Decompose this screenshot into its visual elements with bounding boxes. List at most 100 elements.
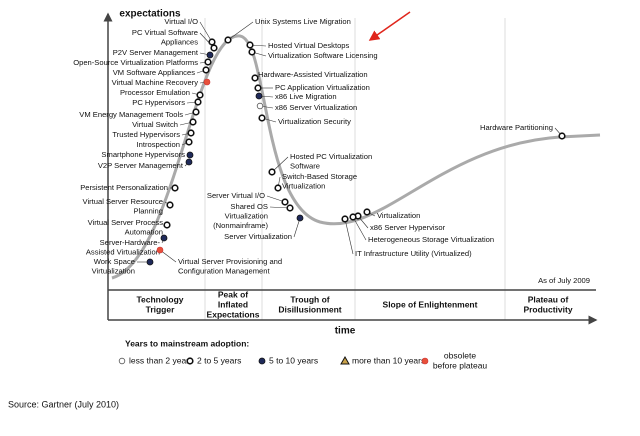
- technology-label: Appliances: [161, 38, 198, 47]
- leader-line: [271, 156, 289, 173]
- technology-label: P2V Server Management: [113, 48, 199, 57]
- marker: [255, 92, 263, 100]
- highlight-arrow: [368, 11, 411, 41]
- marker: [268, 168, 276, 176]
- marker: [203, 78, 211, 86]
- phase-label: Technology: [136, 294, 183, 304]
- technology-label: Server Virtual I/O: [207, 191, 265, 200]
- marker: [208, 38, 216, 46]
- legend-label: less than 2 years: [129, 355, 193, 365]
- legend-label: before plateau: [433, 360, 488, 370]
- technology-label: Virtualization: [282, 182, 325, 191]
- technology-label: VM Software Appliances: [113, 68, 196, 77]
- as-of: As of July 2009: [538, 276, 590, 285]
- marker: [251, 74, 259, 82]
- marker: [160, 234, 168, 242]
- technology-label: Virtual Server Resource: [83, 197, 163, 206]
- phase-label: Disillusionment: [278, 304, 341, 314]
- technology-label: Hosted Virtual Desktops: [268, 41, 350, 50]
- leader-line: [352, 216, 367, 241]
- technology-label: (Nonmainframe): [213, 221, 268, 230]
- marker: [210, 44, 218, 52]
- technology-label: Work Space: [94, 257, 135, 266]
- phase-label: Peak of: [218, 289, 248, 299]
- technology-label: Planning: [133, 207, 163, 216]
- content: Virtual I/O PC Virtual SoftwareAppliances…: [73, 17, 573, 370]
- marker: [340, 355, 350, 365]
- technology-label: Virtual Server Provisioning and: [178, 257, 282, 266]
- technology-label: Virtual Machine Recovery: [112, 78, 199, 87]
- source: Source: Gartner (July 2010): [8, 399, 119, 409]
- marker: [341, 215, 349, 223]
- marker: [171, 184, 179, 192]
- marker: [274, 184, 282, 192]
- marker: [166, 201, 174, 209]
- technology-label: Configuration Management: [178, 267, 270, 276]
- technology-label: x86 Server Hypervisor: [370, 223, 446, 232]
- technology-label: Shared OS: [230, 202, 268, 211]
- technology-label: Server-Hardware-: [100, 238, 161, 247]
- technology-label: Processor Emulation: [120, 88, 190, 97]
- technology-label: Switch-Based Storage: [282, 172, 357, 181]
- technology-label: Persistent Personalization: [80, 183, 168, 192]
- technology-label: PC Application Virtualization: [275, 83, 370, 92]
- marker: [189, 118, 197, 126]
- phase-label: Trigger: [146, 304, 176, 314]
- marker: [163, 221, 171, 229]
- marker: [186, 357, 194, 365]
- marker: [258, 114, 266, 122]
- technology-label: Software: [290, 162, 320, 171]
- technology-label: Hardware-Assisted Virtualization: [258, 70, 368, 79]
- technology-label: Virtual Server Process: [88, 218, 164, 227]
- marker: [224, 36, 232, 44]
- marker: [256, 102, 264, 110]
- leader-line: [199, 21, 213, 43]
- marker: [349, 213, 357, 221]
- marker: [558, 132, 566, 140]
- marker: [146, 258, 154, 266]
- marker: [185, 138, 193, 146]
- technology-label: Automation: [125, 228, 163, 237]
- technology-label: x86 Server Virtualization: [275, 103, 357, 112]
- technology-label: Virtualization: [225, 212, 268, 221]
- legend-title: Years to mainstream adoption:: [125, 338, 249, 348]
- technology-label: Virtualization Software Licensing: [268, 51, 378, 60]
- x-axis-label: time: [335, 326, 356, 337]
- legend-label: 2 to 5 years: [197, 355, 241, 365]
- technology-label: Virtual Switch: [132, 120, 178, 129]
- technology-label: PC Virtual Software: [132, 28, 198, 37]
- marker: [118, 357, 126, 365]
- technology-label: Virtualization Security: [278, 117, 351, 126]
- technology-label: Trusted Hypervisors: [112, 130, 180, 139]
- technology-label: V2P Server Management: [98, 161, 184, 170]
- marker: [196, 91, 204, 99]
- technology-label: IT Infrastructure Utility (Virtualized): [355, 249, 472, 258]
- technology-label: x86 Live Migration: [275, 92, 337, 101]
- marker: [286, 204, 294, 212]
- technology-label: Virtual I/O: [164, 17, 198, 26]
- marker: [296, 214, 304, 222]
- technology-label: Hosted PC Virtualization: [290, 152, 372, 161]
- technology-label: PC Hypervisors: [132, 98, 185, 107]
- legend-label: obsolete: [444, 350, 476, 360]
- phase-label: Productivity: [523, 304, 572, 314]
- technology-label: Heterogeneous Storage Virtualization: [368, 235, 494, 244]
- technology-label: Virtualization: [92, 267, 135, 276]
- y-axis-label: expectations: [119, 9, 181, 20]
- phase-label: Trough of: [290, 294, 329, 304]
- phase-label: Expectations: [207, 309, 260, 319]
- technology-label: Server Virtualization: [224, 232, 292, 241]
- technology-label: Smartphone Hypervisors: [101, 150, 185, 159]
- marker: [186, 151, 194, 159]
- technology-label: Assisted Virtualization: [86, 248, 160, 257]
- marker: [187, 129, 195, 137]
- technology-label: Open-Source Virtualization Platforms: [73, 58, 198, 67]
- marker: [254, 84, 262, 92]
- phase-label: Inflated: [218, 299, 248, 309]
- marker: [258, 357, 266, 365]
- marker: [363, 208, 371, 216]
- legend-label: 5 to 10 years: [269, 355, 318, 365]
- technology-label: Introspection: [137, 140, 180, 149]
- marker: [204, 58, 212, 66]
